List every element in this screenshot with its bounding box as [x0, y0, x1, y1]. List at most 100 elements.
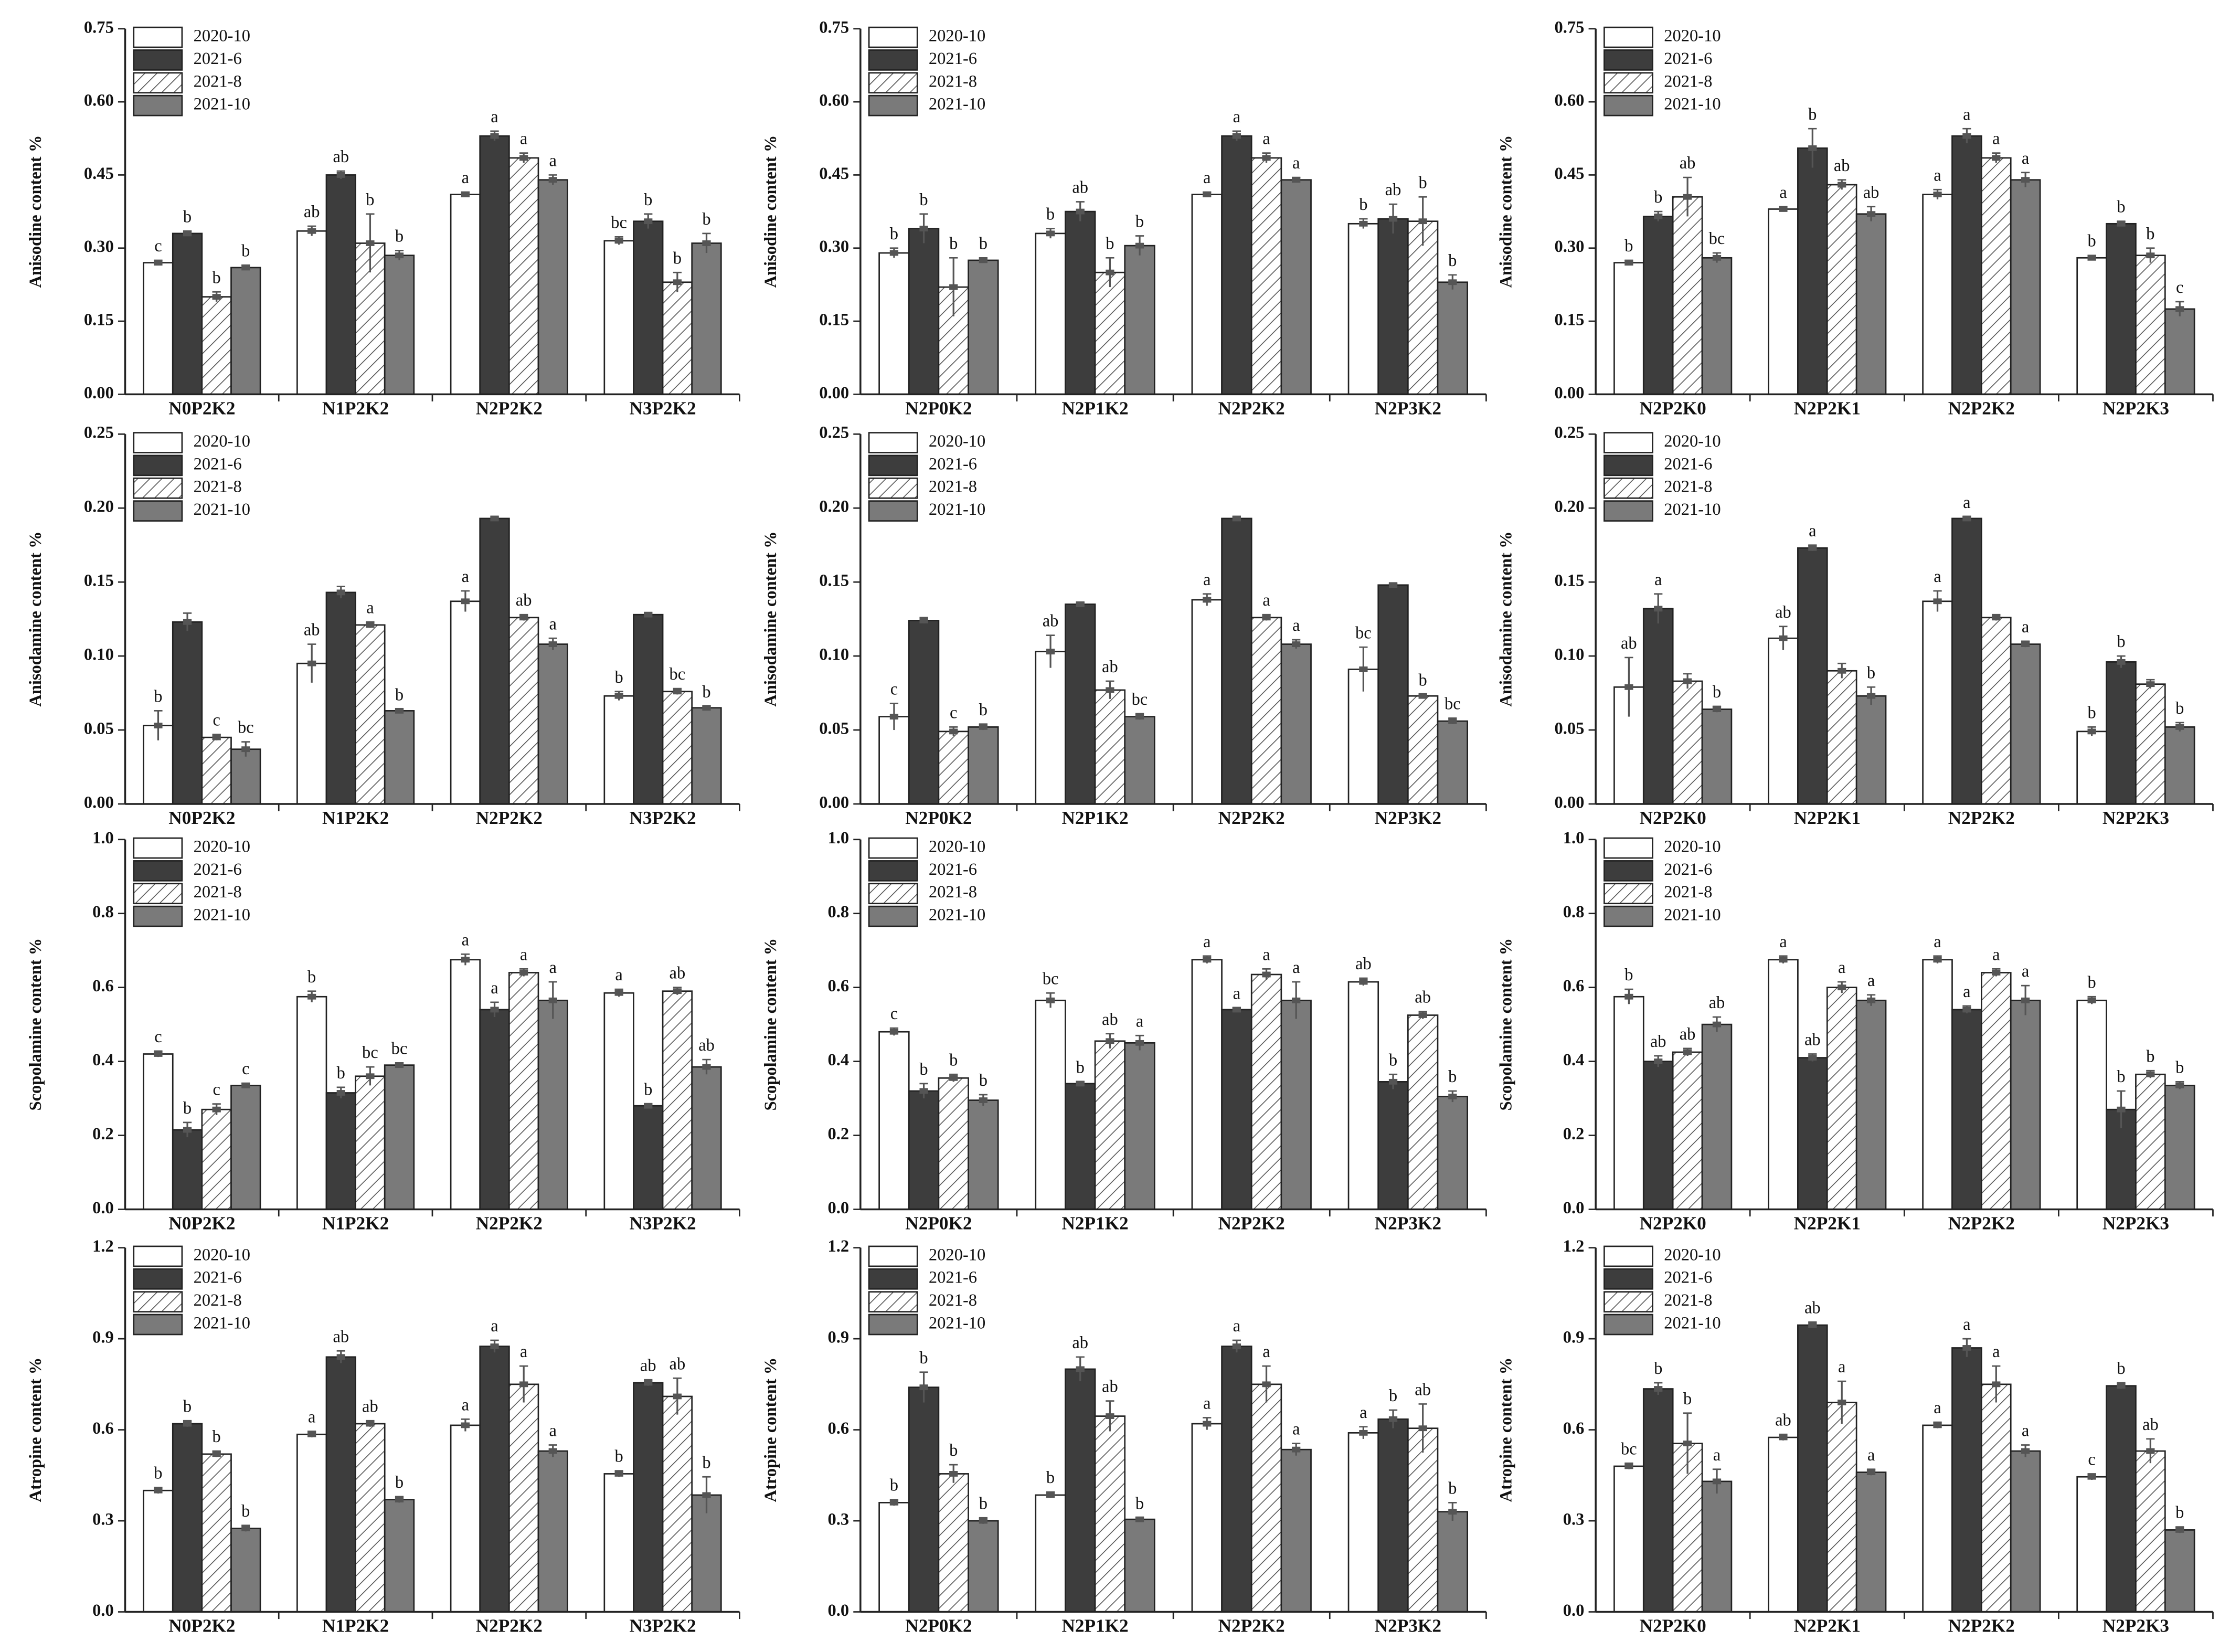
significance-label: b — [979, 1494, 987, 1513]
mean-marker — [1992, 1381, 2001, 1388]
legend-swatch — [1604, 49, 1653, 71]
y-tick-label: 0.60 — [1555, 91, 1585, 110]
bar — [450, 194, 481, 395]
legend-label: 2020-10 — [194, 27, 250, 46]
bar — [1797, 147, 1828, 395]
y-tick-label: 0.05 — [84, 719, 114, 738]
significance-label: b — [702, 683, 710, 702]
mean-marker — [1076, 1081, 1085, 1087]
legend-swatch — [133, 49, 183, 71]
significance-label: ab — [362, 1397, 378, 1416]
mean-marker — [1359, 979, 1368, 985]
legend-label: 2020-10 — [1664, 432, 1721, 451]
bar — [1826, 1402, 1857, 1613]
mean-marker — [1933, 1422, 1942, 1428]
significance-label: a — [615, 966, 622, 984]
legend-swatch — [1604, 26, 1653, 48]
legend-label: 2021-6 — [194, 454, 242, 473]
mean-marker — [336, 589, 345, 596]
x-tick-label: N2P2K3 — [2102, 398, 2169, 418]
mean-marker — [1292, 997, 1301, 1003]
legend-swatch — [1604, 905, 1653, 927]
bar — [1797, 1324, 1828, 1613]
significance-label: b — [183, 1397, 192, 1416]
mean-marker — [2087, 255, 2096, 261]
mean-marker — [1106, 1038, 1114, 1044]
bar — [201, 1108, 232, 1210]
bar — [1980, 617, 2012, 805]
legend-swatch — [1604, 883, 1653, 905]
significance-label: a — [491, 979, 498, 998]
significance-label: a — [520, 1342, 527, 1361]
x-tick-label: N2P2K2 — [1218, 398, 1285, 418]
y-tick-label: 1.0 — [92, 829, 114, 848]
legend-swatch — [868, 454, 918, 476]
bar — [296, 230, 327, 395]
significance-label: a — [1292, 154, 1300, 173]
y-tick-label: 0.25 — [1555, 423, 1585, 442]
bar — [1221, 517, 1252, 805]
bar — [537, 179, 568, 395]
mean-marker — [2021, 177, 2030, 183]
bar — [1855, 213, 1887, 395]
significance-label: bc — [391, 1039, 408, 1058]
legend-swatch — [1604, 477, 1653, 499]
y-axis-label: Anisodine content % — [1497, 135, 1516, 288]
mean-marker — [1388, 216, 1398, 222]
mean-marker — [889, 1029, 899, 1035]
mean-marker — [241, 1082, 250, 1088]
legend-swatch — [133, 837, 183, 859]
y-axis-label: Atropine content % — [26, 1358, 45, 1502]
mean-marker — [490, 515, 499, 522]
significance-label: a — [462, 1395, 469, 1414]
mean-marker — [644, 1380, 653, 1386]
mean-marker — [1838, 984, 1846, 991]
x-tick-label: N2P2K2 — [476, 808, 543, 828]
significance-label: a — [1838, 1358, 1845, 1376]
bar — [143, 1489, 174, 1613]
y-tick-label: 0.6 — [1563, 977, 1585, 996]
bar — [172, 232, 203, 395]
mean-marker — [1292, 1446, 1301, 1453]
bar — [1797, 547, 1828, 805]
legend-swatch — [133, 1314, 183, 1336]
legend-label: 2021-8 — [1664, 883, 1712, 902]
bar — [172, 1129, 203, 1210]
mean-marker — [919, 1384, 928, 1391]
bar — [296, 662, 327, 805]
mean-marker — [702, 240, 711, 246]
significance-label: a — [1838, 958, 1845, 977]
mean-marker — [2021, 641, 2030, 647]
legend-label: 2021-8 — [1664, 478, 1712, 496]
mean-marker — [2146, 252, 2155, 259]
bar — [1980, 972, 2012, 1210]
bar — [450, 600, 481, 805]
bar — [325, 1356, 356, 1613]
bar — [1768, 1436, 1799, 1613]
mean-marker — [673, 1393, 682, 1400]
legend-label: 2021-6 — [929, 1268, 977, 1287]
bar — [603, 1473, 634, 1613]
bar — [1065, 210, 1096, 395]
legend-swatch — [1604, 1245, 1653, 1267]
mean-marker — [1962, 515, 1971, 522]
significance-label: ab — [1650, 1032, 1666, 1051]
bar — [662, 990, 693, 1210]
legend-label: 2021-6 — [1664, 49, 1712, 68]
mean-marker — [307, 228, 316, 234]
significance-label: ab — [1680, 154, 1696, 173]
bar — [968, 259, 999, 395]
bar — [1280, 643, 1312, 805]
mean-marker — [1838, 1400, 1846, 1405]
y-tick-label: 0.00 — [1555, 384, 1585, 403]
mean-marker — [1418, 1425, 1427, 1432]
bar — [908, 1090, 940, 1210]
legend-swatch — [868, 1268, 918, 1290]
y-tick-label: 1.2 — [1563, 1237, 1585, 1256]
mean-marker — [183, 1127, 192, 1133]
mean-marker — [1808, 1322, 1817, 1328]
y-tick-label: 0.4 — [92, 1051, 114, 1069]
y-tick-label: 0.0 — [827, 1601, 849, 1620]
y-tick-label: 0.45 — [84, 164, 114, 183]
